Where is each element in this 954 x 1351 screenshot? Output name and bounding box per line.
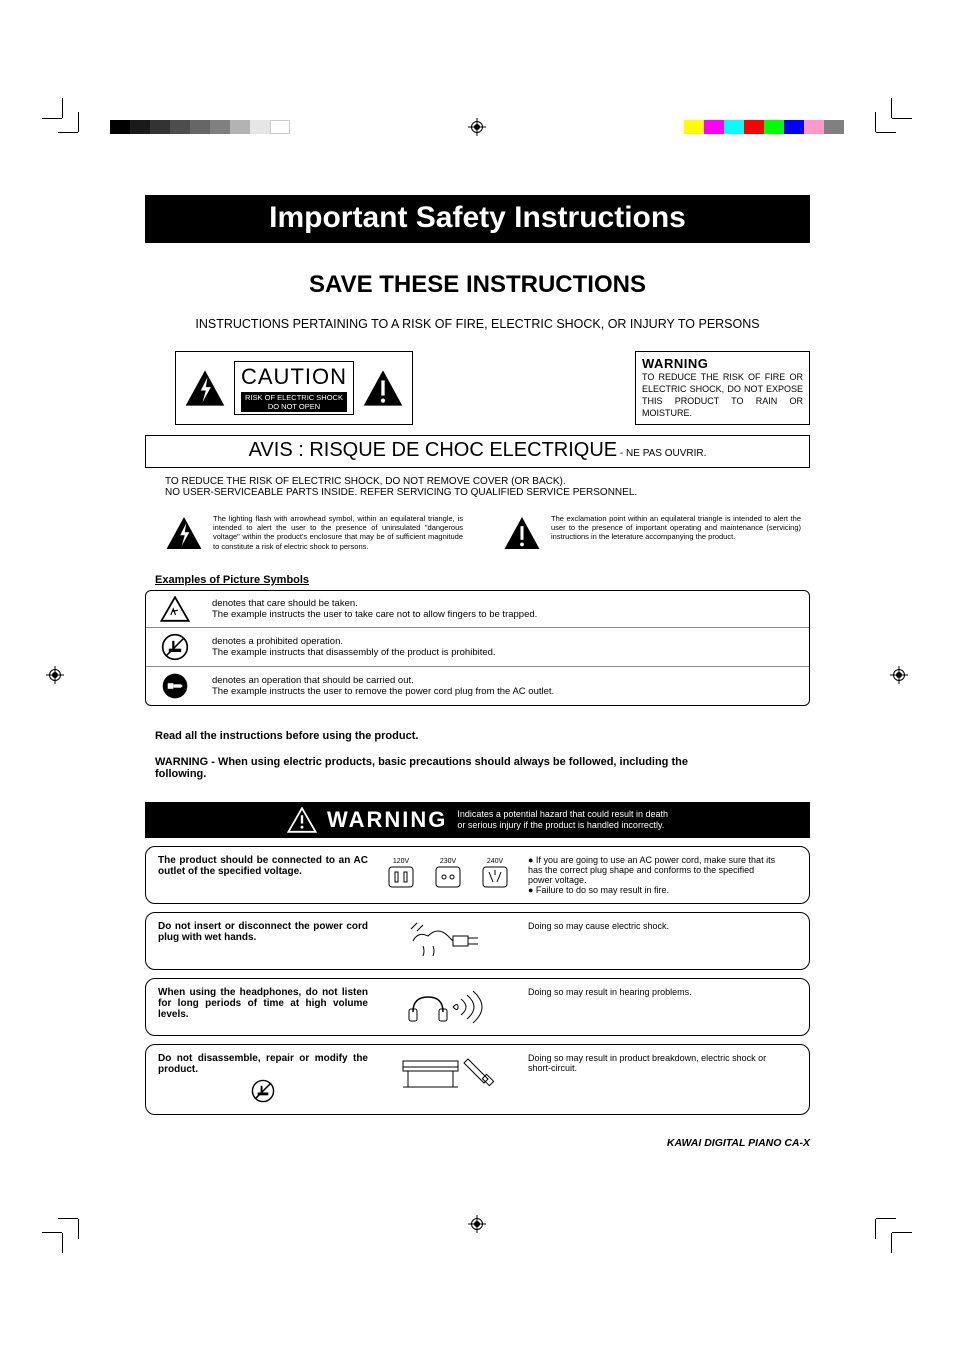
registration-mark: [46, 666, 64, 684]
warning-item-disassemble: Do not disassemble, repair or modify the…: [145, 1044, 810, 1115]
subtitle: SAVE THESE INSTRUCTIONS: [145, 271, 810, 299]
unplug-icon: [161, 672, 189, 700]
wet-hand-plug-icon: [403, 921, 493, 961]
registration-mark: [468, 118, 486, 136]
examples-title: Examples of Picture Symbols: [155, 574, 810, 586]
warning-item-wet-hands: Do not insert or disconnect the power co…: [145, 912, 810, 970]
read-all-text: Read all the instructions before using t…: [155, 730, 810, 742]
avis-box: AVIS : RISQUE DE CHOC ELECTRIQUE - NE PA…: [145, 435, 810, 468]
warning-triangle-icon: [287, 807, 317, 833]
pertaining-text: INSTRUCTIONS PERTAINING TO A RISK OF FIR…: [145, 317, 810, 331]
exclamation-triangle-icon: [503, 514, 541, 552]
registration-mark: [468, 1215, 486, 1233]
registration-mark: [890, 666, 908, 684]
no-disassemble-icon: [161, 633, 189, 661]
caution-word: CAUTION: [241, 364, 347, 390]
footer-text: KAWAI DIGITAL PIANO CA-X: [667, 1137, 810, 1149]
bolt-triangle-icon: [165, 514, 203, 552]
no-disassemble-icon: [251, 1079, 275, 1103]
svg-text:120V: 120V: [393, 858, 410, 865]
warn-follow-text: WARNING - When using electric products, …: [155, 756, 715, 780]
bolt-description: The lighting flash with arrowhead symbol…: [213, 514, 463, 552]
bolt-triangle-icon: [184, 367, 226, 409]
warning-moisture-box: WARNING TO REDUCE THE RISK OF FIRE OR EL…: [635, 351, 810, 425]
examples-table: denotes that care should be taken.The ex…: [145, 590, 810, 706]
reduce-risk-text: TO REDUCE THE RISK OF ELECTRIC SHOCK, DO…: [165, 476, 810, 498]
voltage-plugs-icon: 120V 230V 240V: [383, 855, 513, 891]
warning-item-headphones: When using the headphones, do not listen…: [145, 978, 810, 1036]
exclamation-triangle-icon: [362, 367, 404, 409]
svg-text:230V: 230V: [440, 858, 457, 865]
grayscale-bar: [110, 120, 290, 134]
svg-text:240V: 240V: [487, 858, 504, 865]
color-bar: [684, 120, 844, 134]
warning-item-voltage: The product should be connected to an AC…: [145, 846, 810, 904]
page-content: Important Safety Instructions SAVE THESE…: [145, 195, 810, 1115]
headphones-loud-icon: [403, 987, 493, 1027]
piano-screwdriver-icon: [398, 1053, 498, 1097]
title-banner: Important Safety Instructions: [145, 195, 810, 243]
warning-banner: WARNING Indicates a potential hazard tha…: [145, 802, 810, 838]
finger-caution-icon: [160, 596, 190, 622]
excl-description: The exclamation point within an equilate…: [551, 514, 801, 552]
caution-box: CAUTION RISK OF ELECTRIC SHOCKDO NOT OPE…: [175, 351, 413, 425]
